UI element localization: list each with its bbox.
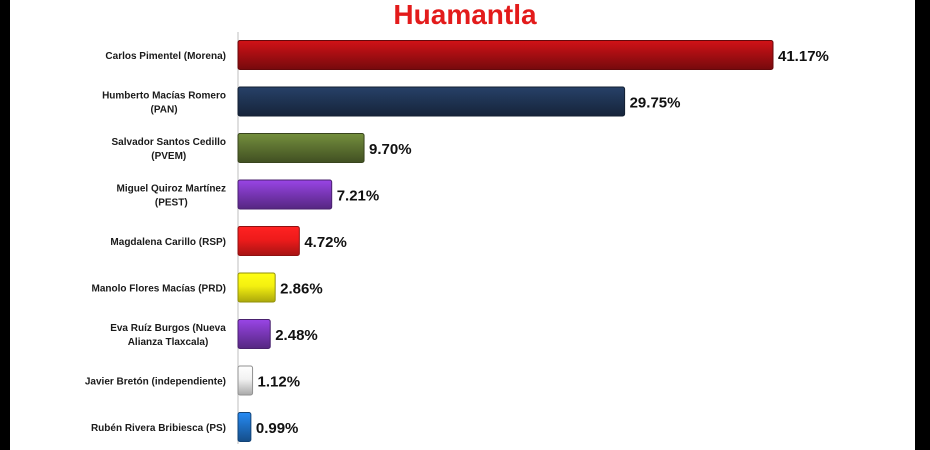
value-label-3: 7.21% xyxy=(337,188,380,205)
bar-8 xyxy=(237,412,252,442)
category-label-8: Rubén Rivera Bribiesca (PS) xyxy=(91,423,226,434)
bar-2 xyxy=(237,133,365,163)
chart-card xyxy=(10,0,915,450)
category-label-5: Manolo Flores Macías (PRD) xyxy=(92,284,226,295)
bar-3 xyxy=(237,179,333,210)
value-label-7: 1.12% xyxy=(258,374,301,391)
value-label-0: 41.17% xyxy=(778,48,829,65)
value-label-8: 0.99% xyxy=(256,420,299,437)
value-label-6: 2.48% xyxy=(275,327,318,344)
value-label-5: 2.86% xyxy=(280,281,323,298)
category-label-3: Miguel Quiroz Martínez (PEST) xyxy=(117,184,226,209)
bar-6 xyxy=(237,319,271,349)
category-label-2: Salvador Santos Cedillo (PVEM) xyxy=(112,137,226,162)
bar-5 xyxy=(237,272,276,303)
category-label-6: Eva Ruíz Burgos (Nueva Alianza Tlaxcala) xyxy=(110,323,226,348)
value-label-2: 9.70% xyxy=(369,141,412,158)
category-label-0: Carlos Pimentel (Morena) xyxy=(105,51,226,62)
bar-0 xyxy=(237,40,774,70)
chart-title: Huamantla xyxy=(393,0,537,30)
value-label-1: 29.75% xyxy=(630,95,681,112)
category-label-7: Javier Bretón (independiente) xyxy=(85,377,226,388)
bar-4 xyxy=(237,226,300,256)
value-label-4: 4.72% xyxy=(304,234,347,251)
bar-1 xyxy=(237,86,626,117)
category-label-4: Magdalena Carillo (RSP) xyxy=(110,237,226,248)
bar-7 xyxy=(237,365,254,396)
category-label-1: Humberto Macías Romero (PAN) xyxy=(102,91,226,116)
